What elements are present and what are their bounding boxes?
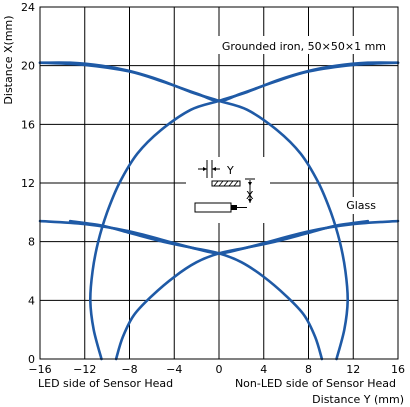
glass-annotation: Glass (346, 199, 376, 212)
plot-frame (39, 6, 399, 360)
y-tick-label: 0 (28, 353, 35, 366)
sensor-head (194, 202, 232, 213)
y-tick-label: 16 (21, 118, 35, 131)
series-line-2 (38, 61, 350, 361)
sensor-diagram: Y X (186, 157, 270, 223)
y-tick-label: 20 (21, 60, 35, 73)
x-tick-label: −12 (73, 363, 96, 376)
x-tick-label: 8 (305, 363, 312, 376)
x-tick-label: 0 (216, 363, 223, 376)
y-tick-label: 24 (21, 1, 35, 14)
series-line-1 (88, 61, 400, 361)
y-axis-title: Distance X(mm) (2, 15, 15, 104)
iron-annotation: Grounded iron, 50×50×1 mm (222, 40, 386, 53)
series-line-5 (114, 219, 370, 361)
sensor-tip (231, 205, 237, 210)
y-tick-label: 12 (21, 177, 35, 190)
x-tick-label: −8 (121, 363, 137, 376)
diagram-y-label: Y (226, 164, 234, 177)
left-side-label: LED side of Sensor Head (38, 377, 173, 390)
diagram-x-label: X (246, 189, 254, 202)
series-group (38, 61, 400, 361)
x-tick-label: −16 (28, 363, 51, 376)
x-tick-label: 4 (260, 363, 267, 376)
series-line-4 (68, 219, 324, 361)
x-axis-title: Distance Y (mm) (312, 393, 404, 406)
right-side-label: Non-LED side of Sensor Head (235, 377, 396, 390)
iron-annotation-bg (178, 36, 392, 54)
y-tick-label: 4 (28, 294, 35, 307)
y-tick-label: 8 (28, 236, 35, 249)
x-tick-label: −4 (166, 363, 182, 376)
x-tick-label: 12 (346, 363, 360, 376)
tick-labels: −16 −12 −8 −4 0 4 8 12 16 0 4 8 12 16 20 24 (21, 1, 405, 376)
glass-annotation-bg (334, 197, 378, 214)
x-tick-label: 16 (391, 363, 405, 376)
